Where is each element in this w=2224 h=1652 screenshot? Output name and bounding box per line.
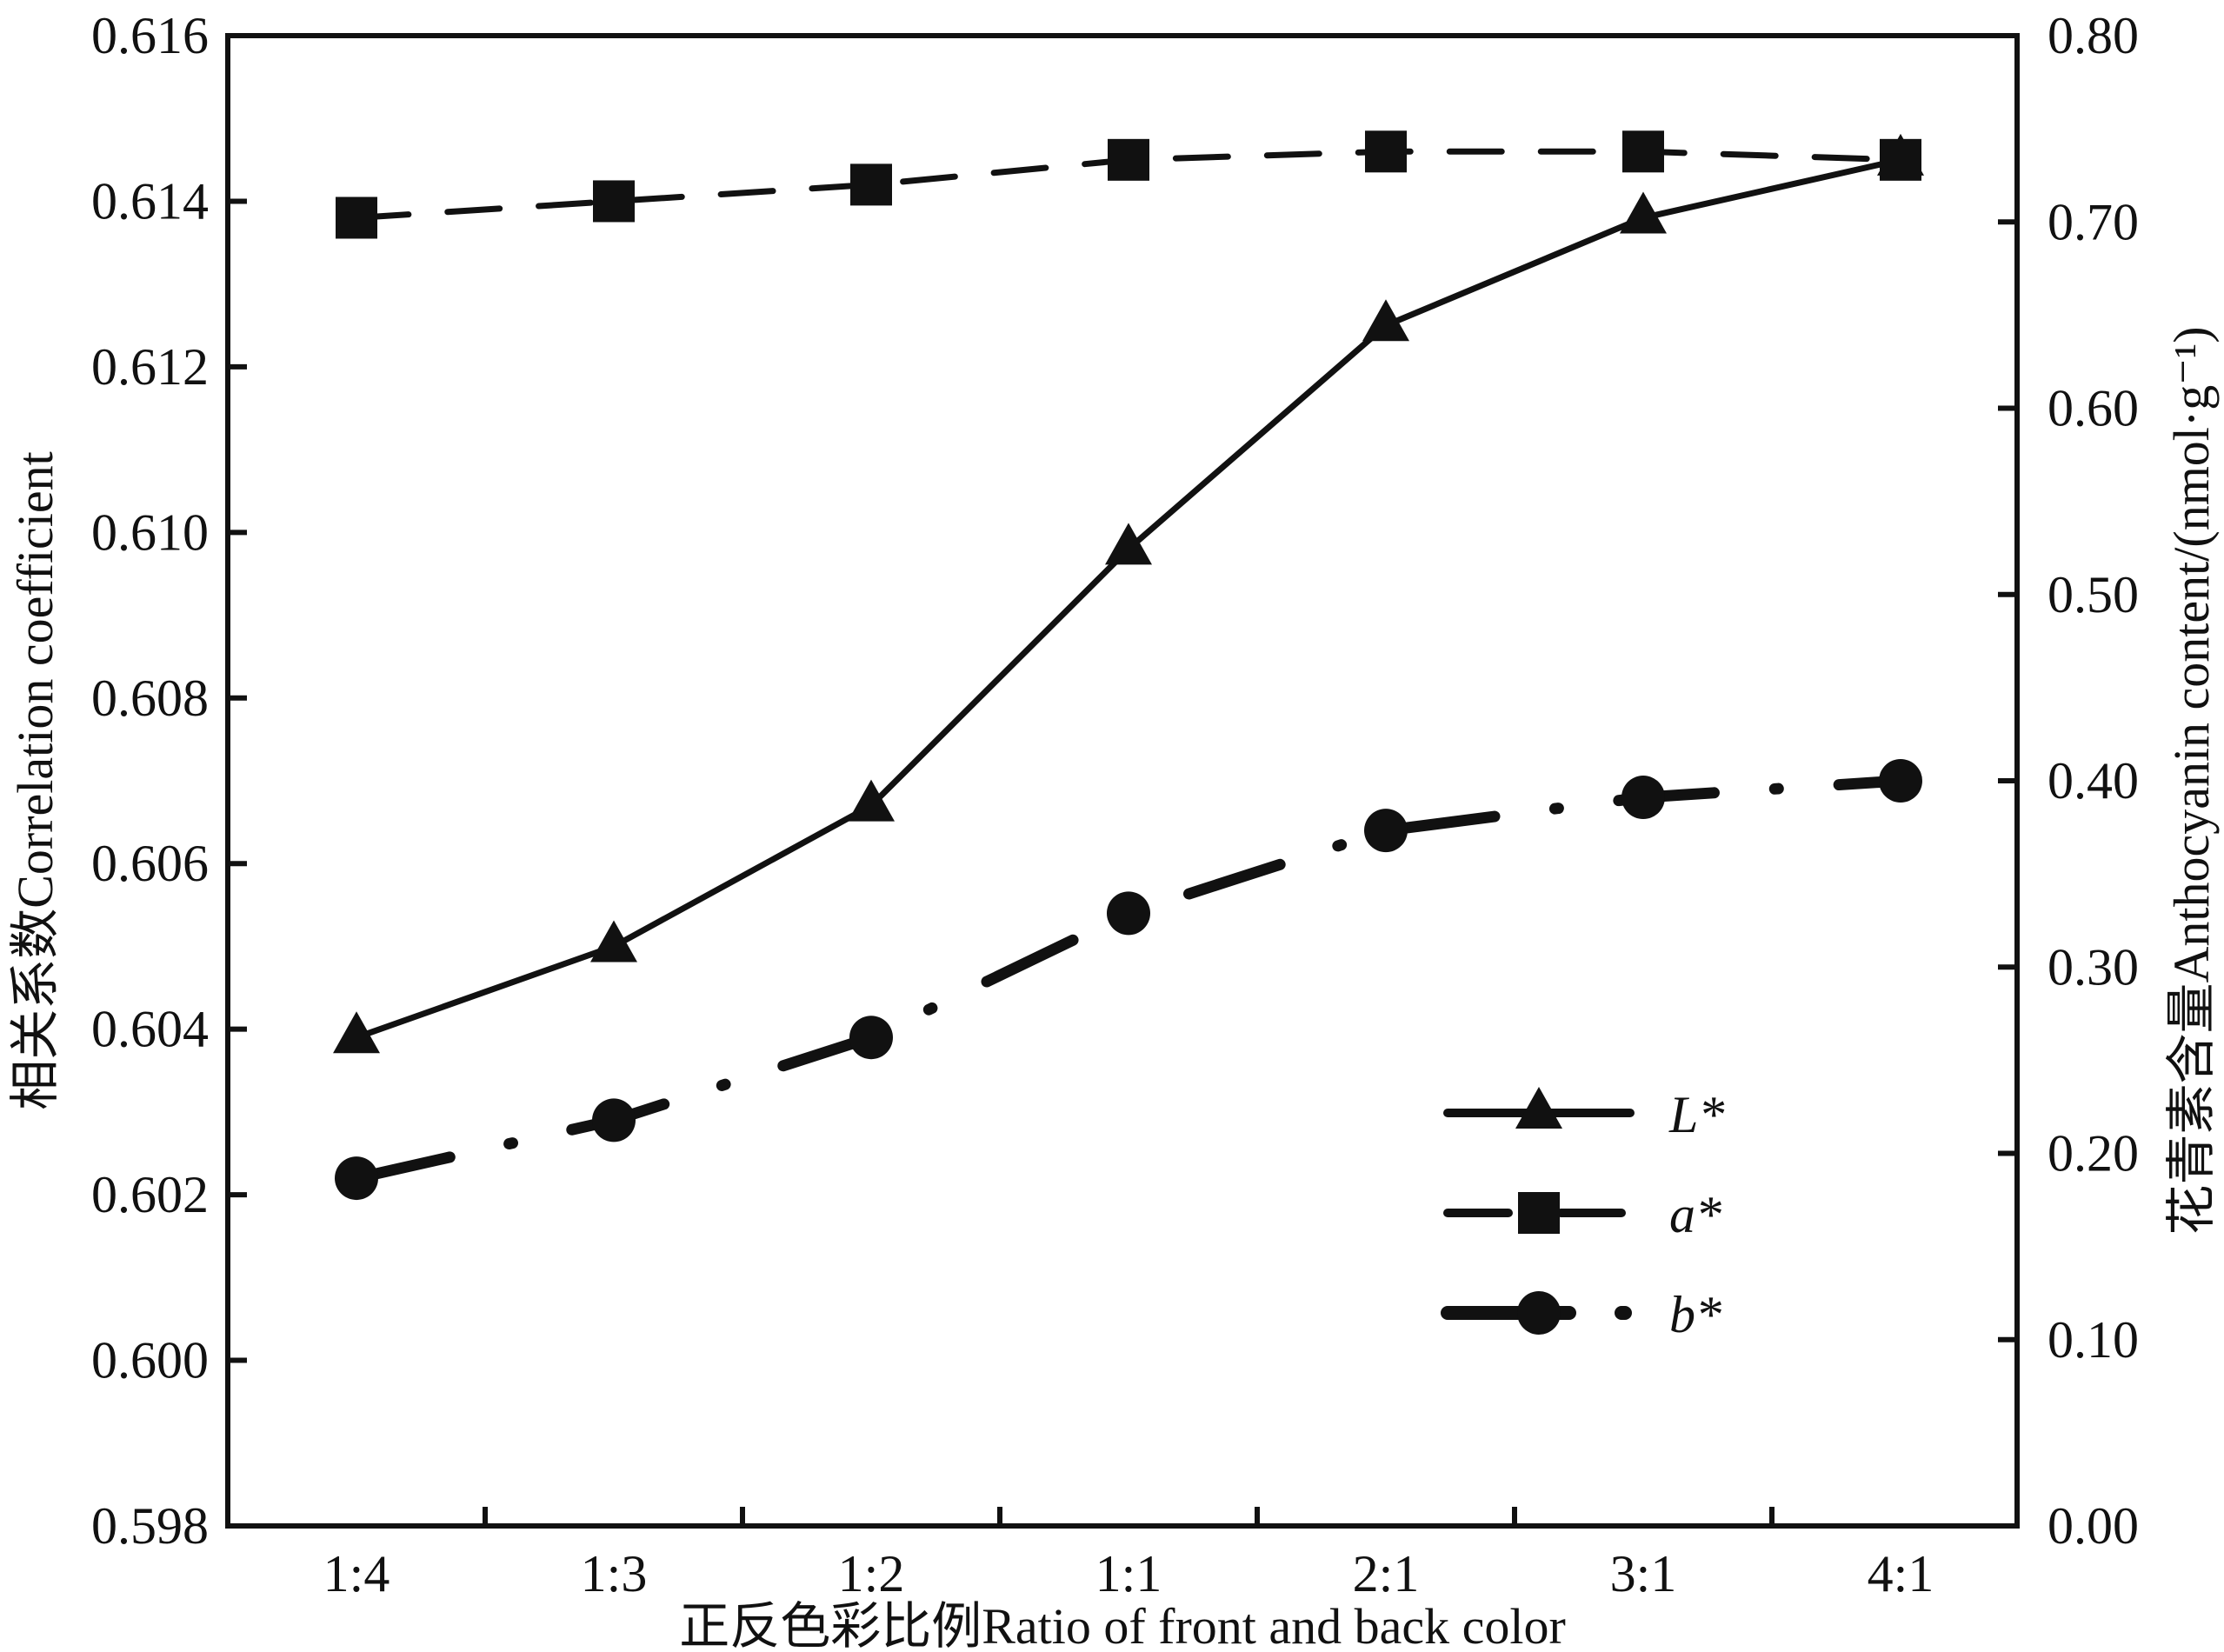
y-tick-label-left: 0.598 [91, 1497, 209, 1555]
x-tick-label: 1:2 [838, 1545, 905, 1602]
legend-marker [1517, 1291, 1561, 1335]
data-point [336, 197, 377, 239]
data-point [1622, 130, 1664, 173]
plot-frame [225, 33, 2020, 1529]
y-tick-label-left: 0.600 [91, 1332, 209, 1389]
data-point [1621, 776, 1665, 820]
y-tick-label-left: 0.612 [91, 338, 209, 396]
y-tick-label-left: 0.602 [91, 1166, 209, 1223]
legend-label: b* [1669, 1286, 1721, 1343]
data-point [593, 180, 635, 223]
y-tick-label-right: 0.00 [2048, 1497, 2139, 1555]
y-tick-label-left: 0.610 [91, 503, 209, 561]
y-axis-title-left: 相关系数Correlation coefficient [7, 451, 63, 1110]
data-point [333, 1011, 380, 1054]
x-tick-label: 4:1 [1868, 1545, 1934, 1602]
x-axis-title: 正反色彩比例Ratio of front and back color [679, 1598, 1566, 1652]
y-tick-label-left: 0.608 [91, 669, 209, 727]
series-b-star [335, 759, 1922, 1201]
y-tick-label-right: 0.30 [2048, 938, 2139, 996]
data-point [848, 779, 895, 822]
data-point [590, 920, 637, 963]
y-tick-label-right: 0.10 [2048, 1311, 2139, 1369]
data-point [335, 1156, 378, 1201]
y-tick-label-left: 0.616 [91, 7, 209, 64]
y-tick-label-right: 0.60 [2048, 380, 2139, 437]
y-tick-label-right: 0.70 [2048, 193, 2139, 250]
data-point [1620, 191, 1667, 234]
data-point [850, 163, 892, 206]
y-axis-title-right: 花青素含量Anthocyanin content/(nmol·g⁻¹) [2163, 326, 2220, 1235]
data-point [1108, 138, 1149, 181]
x-tick-label: 2:1 [1353, 1545, 1420, 1602]
y-tick-label-left: 0.614 [91, 172, 209, 230]
x-tick-label: 3:1 [1610, 1545, 1677, 1602]
data-point [1364, 809, 1408, 853]
data-point [1105, 523, 1152, 565]
y-tick-label-right: 0.40 [2048, 752, 2139, 809]
legend-label: a* [1669, 1186, 1721, 1243]
legend-label: L* [1668, 1086, 1724, 1143]
y-tick-label-left: 0.604 [91, 1001, 209, 1058]
x-tick-label: 1:4 [323, 1545, 390, 1602]
legend-marker [1518, 1192, 1560, 1234]
y-tick-label-left: 0.606 [91, 835, 209, 892]
data-point [849, 1016, 893, 1060]
y-tick-label-right: 0.80 [2048, 7, 2139, 64]
data-point [1362, 299, 1409, 342]
data-point [592, 1098, 636, 1142]
series-a-star [336, 130, 1921, 239]
y-tick-label-right: 0.50 [2048, 566, 2139, 623]
x-tick-label: 1:3 [581, 1545, 648, 1602]
legend-item: a* [1443, 1186, 1721, 1243]
legend-item: b* [1441, 1286, 1721, 1343]
legend-marker [1515, 1087, 1562, 1129]
data-point [1879, 759, 1922, 803]
y-tick-label-right: 0.20 [2048, 1125, 2139, 1182]
legend: L* a* b* [1441, 1086, 1724, 1343]
legend-item: L* [1443, 1086, 1724, 1143]
data-point [1880, 138, 1921, 181]
x-tick-label: 1:1 [1095, 1545, 1162, 1602]
data-point [1107, 891, 1150, 936]
data-point [1365, 130, 1407, 173]
